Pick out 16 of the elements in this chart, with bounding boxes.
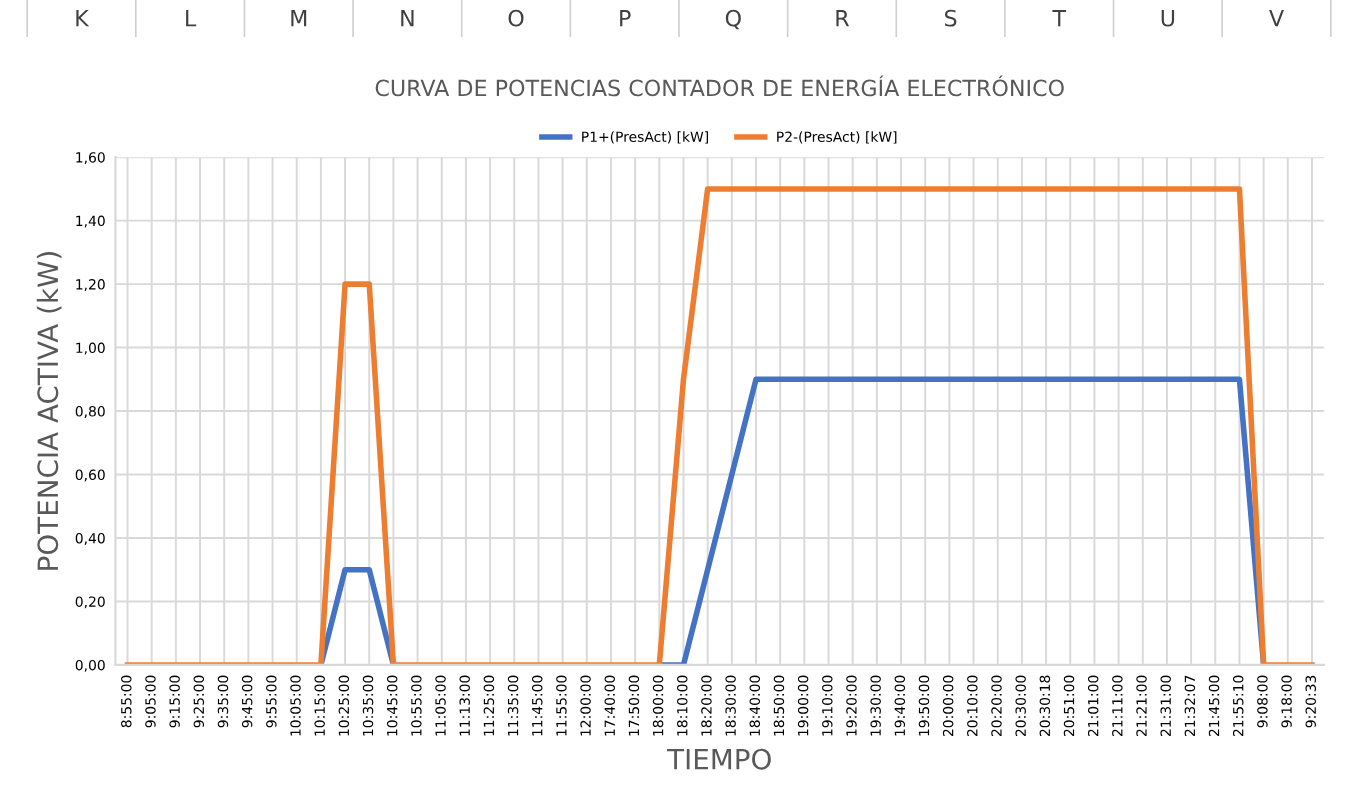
text: V — [1269, 10, 1284, 27]
text: M — [291, 10, 307, 27]
text: P — [620, 10, 631, 27]
text: O — [508, 9, 524, 27]
text: U — [1161, 10, 1175, 27]
text: L — [186, 10, 197, 27]
text: K — [76, 10, 90, 27]
text: S — [945, 9, 957, 27]
text: N — [401, 10, 414, 27]
line-series — [124, 186, 1315, 665]
y-axis-title: POTENCIA ACTIVA (kW) — [36, 252, 62, 570]
x-axis-title: TIEMPO — [667, 748, 771, 770]
text: T — [1052, 10, 1067, 27]
text: R — [836, 10, 850, 27]
text: Q — [725, 9, 741, 30]
chart-title: CURVA DE POTENCIAS CONTADOR DE ENERGÍA ELECTRÓNICO — [375, 75, 1064, 97]
